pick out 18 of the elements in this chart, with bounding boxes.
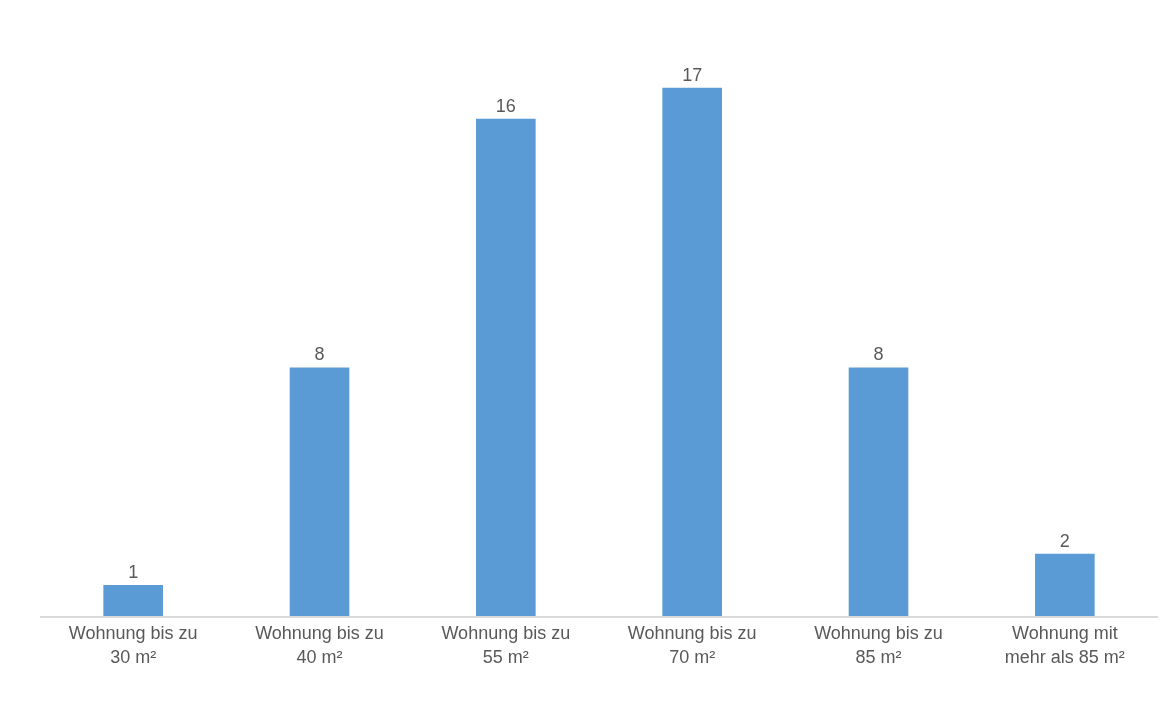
data-label: 8 [314,344,325,365]
x-tick-label: Wohnung bis zu 85 m² [814,623,943,667]
bar [476,118,536,616]
data-label: 16 [495,95,516,116]
x-tick-label: Wohnung bis zu 70 m² [627,623,757,667]
bar [289,367,350,616]
bar [848,367,909,616]
x-tick-label: Wohnung bis zu 55 m² [441,623,571,667]
data-label: 1 [128,561,139,582]
bar [103,584,163,616]
x-tick-label: Wohnung mit mehr als 85 m² [1004,623,1125,667]
data-label: 8 [873,344,884,365]
x-tick-label: Wohnung bis zu 30 m² [68,623,198,667]
bar [662,87,722,616]
data-label: 17 [682,64,703,85]
data-label: 2 [1059,530,1070,551]
x-tick-label: Wohnung bis zu 40 m² [255,623,384,667]
bar [1035,553,1095,616]
